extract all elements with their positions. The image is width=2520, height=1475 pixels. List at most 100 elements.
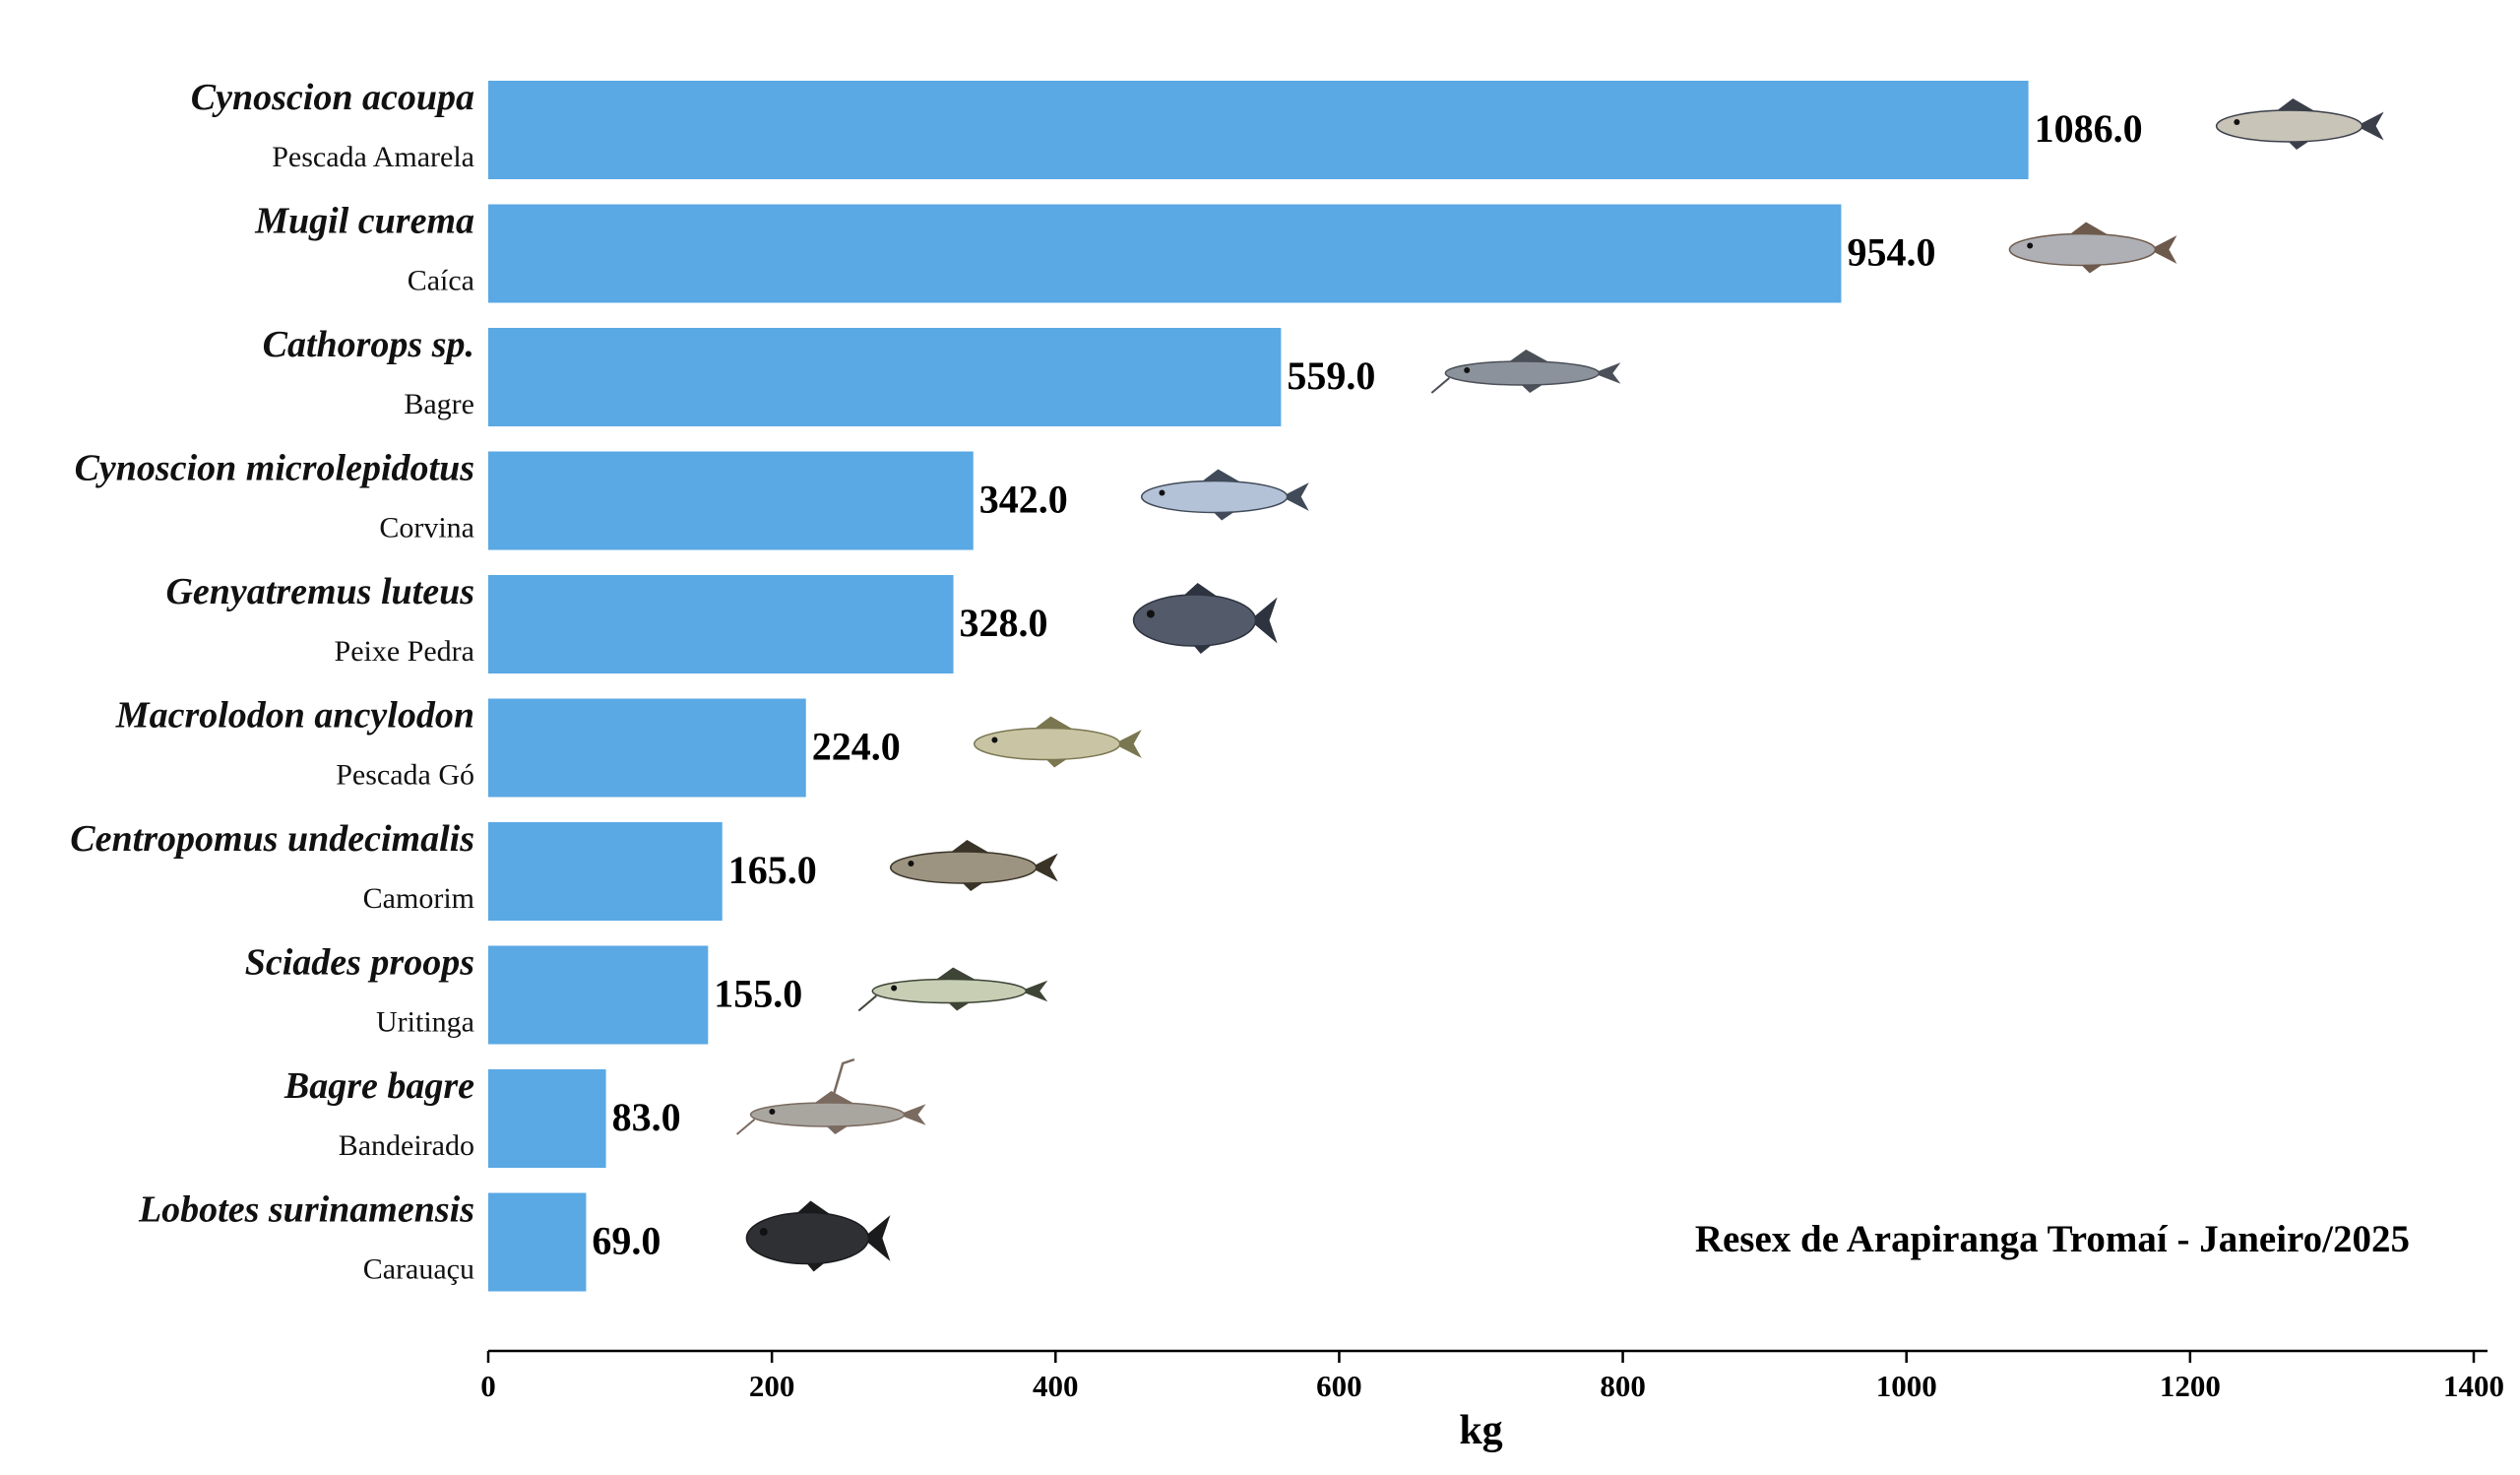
fish-body [1444,360,1601,386]
bar [488,575,954,673]
fish-body [871,978,1028,1004]
fish-tail [862,1215,891,1261]
category-common-name: Uritinga [376,1006,474,1039]
fish-body [2215,109,2363,143]
category-scientific-name: Macrolodon ancylodon [115,695,474,737]
fish-icons-group [735,98,2384,1272]
chart-annotation: Resex de Arapiranga Tromaí - Janeiro/202… [1695,1218,2410,1260]
fish-tail [1113,730,1142,758]
fish-body [1132,594,1257,647]
category-scientific-name: Centropomus undecimalis [70,818,474,860]
fish-eye [908,861,914,866]
fish-dorsal-fin [1199,469,1244,484]
category-scientific-name: Bagre bagre [284,1065,474,1107]
bar [488,822,723,921]
fish-eye [1464,367,1471,373]
fish-eye [2234,119,2240,125]
category-common-name: Bandeirado [339,1129,474,1162]
fish-eye [2027,242,2034,249]
category-scientific-name: Genyatremus luteus [165,571,474,612]
fish-eye [769,1109,776,1115]
category-scientific-name: Cynoscion acoupa [191,77,474,118]
category-scientific-name: Lobotes surinamensis [138,1189,474,1231]
fish-barbel [857,994,877,1012]
fish-body [889,851,1038,884]
x-axis: 0 200 400 600 800 1000 1200 1400 [480,1349,2504,1403]
pescada-amarela-fish-icon [2215,98,2384,150]
category-common-name: Peixe Pedra [335,635,474,668]
fish-dorsal-fin [795,1200,833,1216]
fish-body [1140,480,1289,514]
fish-tail [898,1104,926,1125]
category-common-name: Corvina [379,512,474,545]
value-label: 224.0 [812,725,901,769]
caica-fish-icon [2008,222,2177,274]
pescada-go-fish-icon [973,716,1142,768]
bar [488,1192,587,1292]
peixe-pedra-fish-icon [1132,583,1278,654]
x-tick-label: 1400 [2443,1369,2504,1403]
bars-group [488,81,2029,1292]
fish-body [745,1211,870,1265]
fish-dorsal-fin [2274,98,2319,113]
fish-dorsal-filament [830,1058,855,1104]
value-label: 155.0 [714,972,802,1016]
category-common-name: Carauaçu [363,1253,474,1286]
bar [488,1069,606,1168]
bagre-fish-icon [1430,350,1621,394]
fish-eye [891,985,898,992]
fish-eye [991,737,998,743]
value-label: 1086.0 [2035,106,2143,151]
fish-dorsal-fin [933,967,980,983]
category-scientific-name: Cynoscion microlepidotus [75,448,474,489]
fish-barbel [1430,377,1451,394]
value-label: 328.0 [960,601,1048,645]
value-labels-group: 1086.0 954.0 559.0 342.0 328.0 224.0 165.0 155.… [592,106,2142,1263]
fish-dorsal-fin [1182,583,1220,598]
fish-dorsal-fin [2067,222,2112,237]
bar [488,451,974,550]
x-tick-label: 800 [1600,1369,1646,1403]
fish-tail [2149,235,2177,264]
category-common-name: Caíca [408,265,474,297]
uritinga-fish-icon [857,967,1048,1012]
x-axis-label: kg [1459,1408,1502,1453]
fish-tail [1249,597,1278,644]
corvina-fish-icon [1140,469,1309,521]
fish-tail [1020,980,1048,1002]
value-label: 342.0 [979,478,1068,522]
value-label: 954.0 [1847,230,1935,275]
fish-tail [1593,362,1621,384]
fish-body [749,1102,906,1127]
category-common-name: Pescada Amarela [272,141,474,173]
camorim-fish-icon [889,840,1058,891]
category-common-name: Pescada Gó [336,759,474,792]
x-tick-label: 0 [480,1369,496,1403]
fish-tail [2356,111,2384,141]
value-label: 559.0 [1287,353,1375,398]
bar [488,328,1282,426]
value-label: 83.0 [612,1095,681,1139]
fish-eye [759,1228,768,1236]
fish-tail [1030,853,1058,882]
x-tick-label: 200 [749,1369,795,1403]
x-tick-label: 600 [1316,1369,1362,1403]
category-common-name: Bagre [404,388,474,420]
category-scientific-name: Mugil curema [254,201,474,242]
x-tick-label: 1200 [2160,1369,2221,1403]
x-tick-label: 1000 [1876,1369,1937,1403]
bar [488,81,2029,179]
fish-dorsal-fin [1032,716,1077,732]
category-scientific-name: Cathorops sp. [263,324,474,365]
category-labels-group: Cynoscion acoupa Pescada Amarela Mugil cur… [70,77,474,1286]
x-tick-label: 400 [1033,1369,1079,1403]
fish-dorsal-fin [1506,350,1553,364]
bar [488,945,709,1045]
fish-dorsal-fin [811,1091,858,1106]
fish-eye [1146,609,1155,618]
fish-body [2008,232,2157,267]
carauacu-fish-icon [745,1200,891,1272]
value-label: 165.0 [728,848,817,892]
